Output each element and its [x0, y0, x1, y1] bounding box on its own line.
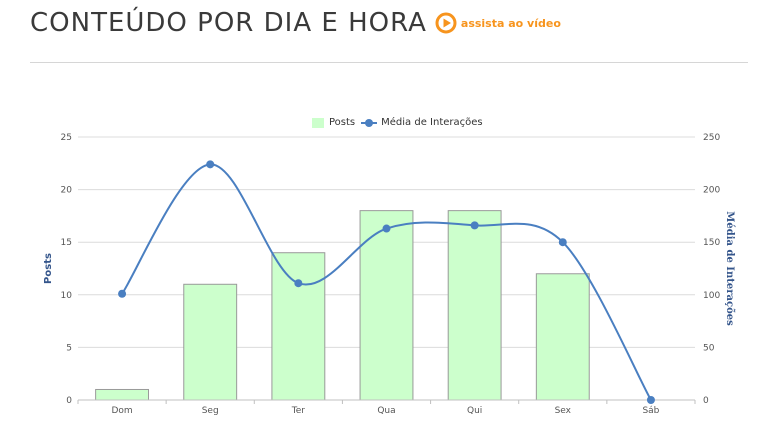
- watch-video-link[interactable]: assista ao vídeo: [435, 12, 561, 34]
- y-right-tick-label: 100: [703, 291, 720, 301]
- chart-legend: Posts Média de Interações: [312, 117, 489, 128]
- y-right-tick-label: 150: [703, 238, 720, 248]
- point-interactions-Sex: [558, 238, 567, 247]
- legend-label-posts: Posts: [329, 117, 356, 128]
- y-right-tick-label: 200: [703, 186, 720, 196]
- point-interactions-Dom: [118, 289, 127, 298]
- y-left-tick-label: 10: [61, 291, 73, 301]
- y-left-tick-label: 5: [66, 343, 72, 353]
- bar-posts-Ter: [271, 252, 326, 401]
- y-right-tick-label: 50: [703, 343, 715, 353]
- legend-item-interactions[interactable]: Média de Interações: [361, 117, 483, 128]
- x-tick-label: Qui: [467, 406, 482, 416]
- point-interactions-Qui: [470, 221, 479, 230]
- point-interactions-Qua: [382, 224, 391, 233]
- bar-posts-Qui: [447, 210, 502, 401]
- y-left-tick-label: 15: [61, 238, 72, 248]
- page-title: CONTEÚDO POR DIA E HORA: [30, 8, 427, 38]
- y-left-tick-label: 20: [61, 186, 73, 196]
- point-interactions-Ter: [294, 279, 303, 288]
- play-circle-icon: [435, 12, 457, 34]
- legend-label-interactions: Média de Interações: [381, 117, 483, 128]
- y-right-tick-label: 0: [703, 396, 709, 406]
- bar-posts-Qua: [359, 210, 414, 401]
- x-tick-label: Qua: [377, 406, 395, 416]
- legend-swatch-posts: [312, 117, 324, 128]
- header-divider: [30, 62, 748, 63]
- x-tick-label: Seg: [202, 406, 219, 416]
- y-left-tick-label: 0: [66, 396, 72, 406]
- bar-posts-Sex: [535, 273, 590, 401]
- y-right-tick-label: 250: [703, 133, 720, 143]
- legend-swatch-interactions: [361, 118, 378, 128]
- x-tick-label: Sex: [555, 406, 572, 416]
- x-tick-label: Ter: [291, 406, 306, 416]
- y-left-axis-title: Posts: [43, 253, 54, 284]
- bar-posts-Dom: [95, 388, 150, 401]
- point-interactions-Seg: [206, 160, 215, 169]
- page-header: CONTEÚDO POR DIA E HORA assista ao vídeo: [30, 8, 561, 38]
- point-interactions-Sáb: [646, 396, 655, 404]
- legend-item-posts[interactable]: Posts: [312, 117, 355, 128]
- watch-video-label: assista ao vídeo: [460, 16, 561, 30]
- bar-posts-Seg: [183, 283, 238, 401]
- x-tick-label: Sáb: [642, 406, 659, 416]
- x-tick-label: Dom: [111, 406, 132, 416]
- y-right-axis-title: Média de Interações: [724, 211, 735, 326]
- y-left-tick-label: 25: [61, 133, 72, 143]
